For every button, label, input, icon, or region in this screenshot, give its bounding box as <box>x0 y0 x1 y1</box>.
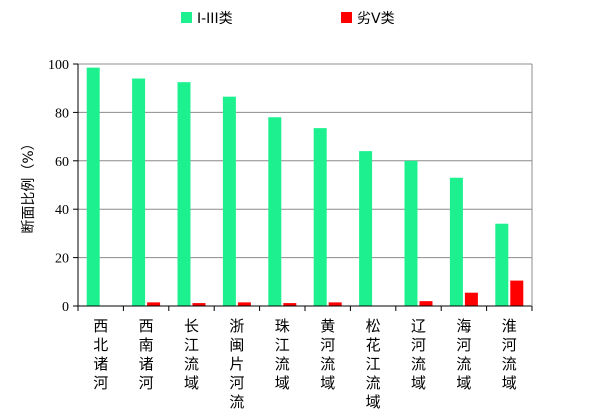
bar-i-iii-0 <box>86 67 100 306</box>
bar-worse-v-4 <box>283 303 297 306</box>
bar-i-iii-3 <box>222 96 236 306</box>
bar-i-iii-1 <box>132 78 146 307</box>
bar-worse-v-2 <box>192 303 206 306</box>
x-category-label: 长江流域 <box>184 317 199 392</box>
bar-worse-v-1 <box>147 302 161 306</box>
bar-i-iii-5 <box>313 128 327 306</box>
bar-i-iii-6 <box>359 151 373 306</box>
y-tick-label: 20 <box>55 252 69 267</box>
legend: I-III类 劣V类 <box>181 11 395 27</box>
x-category-label: 淮河流域 <box>502 317 517 392</box>
x-category-label: 海河流域 <box>456 317 471 392</box>
bar-worse-v-7 <box>419 301 433 306</box>
bar-worse-v-5 <box>328 302 342 306</box>
y-tick-label: 60 <box>55 155 69 170</box>
x-category-label: 辽河流域 <box>411 317 426 392</box>
x-category-label: 黄河流域 <box>320 317 335 392</box>
bar-i-iii-7 <box>404 160 418 306</box>
bar-worse-v-9 <box>510 280 524 306</box>
y-tick-label: 80 <box>55 106 69 121</box>
x-category-label: 西北诸河 <box>93 317 108 392</box>
bar-i-iii-2 <box>177 82 191 307</box>
legend-label-1: 劣V类 <box>357 11 395 27</box>
bar-worse-v-8 <box>464 292 478 306</box>
bar-i-iii-4 <box>268 117 282 307</box>
gridlines <box>78 63 532 259</box>
y-tick-label: 40 <box>55 203 69 218</box>
y-tick-label: 0 <box>62 300 69 315</box>
bar-i-iii-8 <box>449 177 463 306</box>
x-axis-categories: 西北诸河 西南诸河 长江流域 浙闽片河流 珠江流域 黄河流域 松花江流域 辽河流域 海河流域 淮河… <box>93 317 517 411</box>
x-category-label: 西南诸河 <box>139 317 154 392</box>
x-category-label: 浙闽片河流 <box>229 317 244 411</box>
legend-label-0: I-III类 <box>197 11 233 27</box>
axes <box>77 64 533 311</box>
legend-swatch-0 <box>181 12 192 23</box>
legend-swatch-1 <box>341 12 352 23</box>
y-tick-label: 100 <box>48 58 69 73</box>
bar-i-iii-9 <box>495 223 509 306</box>
bar-worse-v-3 <box>237 302 251 306</box>
y-axis-ticks: 0 20 40 60 80 100 <box>48 58 78 315</box>
y-axis-label: 断面比例（%） <box>21 136 37 233</box>
x-category-label: 珠江流域 <box>275 317 290 392</box>
x-category-label: 松花江流域 <box>366 317 381 411</box>
bars <box>86 67 524 307</box>
